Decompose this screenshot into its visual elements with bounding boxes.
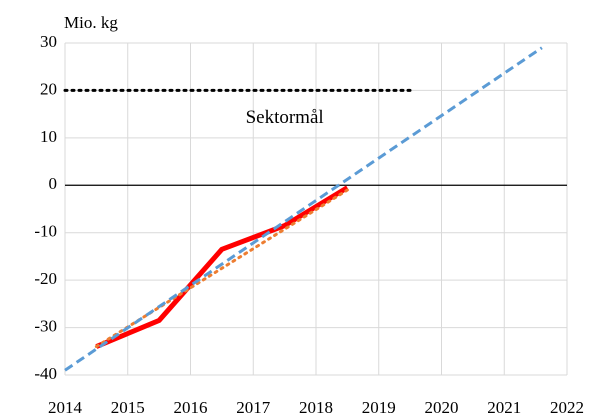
annotation: Sektormål: [246, 107, 324, 128]
x-tick-label: 2022: [550, 398, 584, 417]
x-tick-label: 2021: [487, 398, 521, 417]
y-tick-label: -40: [34, 364, 57, 383]
series-line: [95, 185, 349, 349]
y-tick-label: 20: [40, 79, 57, 98]
x-tick-label: 2018: [299, 398, 333, 417]
series-line: [64, 46, 543, 372]
series-line: [94, 188, 349, 349]
y-tick-label: 30: [40, 32, 57, 51]
x-tick-label: 2014: [48, 398, 83, 417]
y-axis-label: Mio. kg: [64, 13, 118, 32]
x-tick-label: 2015: [111, 398, 145, 417]
x-tick-label: 2019: [362, 398, 396, 417]
y-tick-label: -20: [34, 269, 57, 288]
y-tick-label: -30: [34, 316, 57, 335]
x-tick-label: 2016: [174, 398, 208, 417]
y-tick-label: -10: [34, 222, 57, 241]
x-tick-label: 2017: [236, 398, 271, 417]
x-tick-label: 2020: [425, 398, 459, 417]
y-tick-label: 0: [49, 174, 58, 193]
y-tick-label: 10: [40, 127, 57, 146]
